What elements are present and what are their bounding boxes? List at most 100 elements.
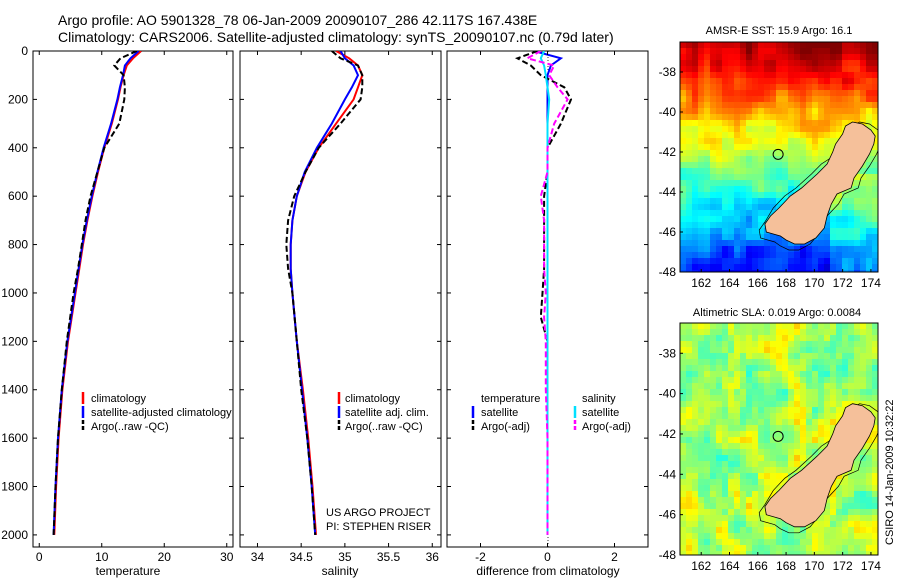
map-cell [860,515,867,522]
map-cell [872,168,878,175]
map-cell [872,66,878,73]
map-cell [812,395,819,402]
map-cell [680,228,687,235]
map-cell [854,252,861,259]
map-cell [770,323,777,330]
map-cell [686,264,693,271]
sst-map-frame [679,41,879,273]
map-cell [698,371,705,378]
map-cell [764,323,771,330]
map-cell [842,359,849,366]
map-cell [692,132,699,139]
map-cell [782,258,789,265]
map-cell [716,365,723,372]
map-cell [836,216,843,223]
map-cell [680,443,687,450]
map-cell [866,377,873,384]
map-cell [788,126,795,133]
map-cell [710,365,717,372]
map-cell [716,180,723,187]
map-cell [680,347,687,354]
map-cell [704,222,711,229]
map-x-tick-label: 174 [861,559,881,573]
map-cell [680,449,687,456]
map-cell [818,90,825,97]
map-cell [740,72,747,79]
map-cell [692,533,699,540]
map-cell [698,246,705,253]
map-cell [782,395,789,402]
map-cell [770,258,777,265]
map-cell [728,144,735,151]
x-tick-label: 10 [95,550,109,564]
map-cell [788,437,795,444]
map-cell [824,150,831,157]
map-cell [740,198,747,205]
map-cell [758,485,765,492]
map-cell [740,395,747,402]
sst-map [680,42,878,272]
map-cell [728,234,735,241]
series-line-satellite-adj-clim- [289,51,360,535]
map-cell [764,84,771,91]
map-cell [734,491,741,498]
map-cell [764,210,771,217]
map-cell [710,395,717,402]
map-cell [716,252,723,259]
map-cell [764,521,771,528]
map-cell [752,174,759,181]
map-cell [710,533,717,540]
map-cell [728,395,735,402]
map-cell [770,60,777,67]
map-cell [794,156,801,163]
map-cell [818,264,825,271]
map-cell [734,60,741,67]
map-cell [704,359,711,366]
map-cell [716,78,723,85]
map-cell [854,66,861,73]
map-cell [770,168,777,175]
map-cell [800,174,807,181]
map-cell [872,473,878,480]
map-cell [722,443,729,450]
map-cell [740,335,747,342]
map-cell [758,419,765,426]
map-cell [746,521,753,528]
map-cell [860,371,867,378]
temperature-xlabel: temperature [96,564,161,578]
map-cell [848,108,855,115]
map-cell [692,413,699,420]
map-cell [818,150,825,157]
map-cell [854,60,861,67]
map-cell [680,78,687,85]
map-cell [806,252,813,259]
map-cell [746,377,753,384]
map-cell [806,126,813,133]
map-cell [866,174,873,181]
map-cell [680,473,687,480]
map-cell [692,240,699,247]
map-cell [860,509,867,516]
map-cell [734,258,741,265]
map-cell [866,168,873,175]
map-cell [716,192,723,199]
map-cell [710,102,717,109]
map-cell [764,539,771,546]
map-cell [806,84,813,91]
map-cell [872,365,878,372]
map-cell [866,156,873,163]
map-cell [758,108,765,115]
map-cell [770,455,777,462]
map-cell [728,359,735,366]
map-cell [728,545,735,552]
map-cell [836,252,843,259]
map-cell [842,515,849,522]
map-cell [722,371,729,378]
map-cell [716,551,723,555]
map-cell [746,545,753,552]
map-cell [722,431,729,438]
map-cell [836,539,843,546]
map-cell [842,539,849,546]
map-cell [788,240,795,247]
map-cell [722,419,729,426]
